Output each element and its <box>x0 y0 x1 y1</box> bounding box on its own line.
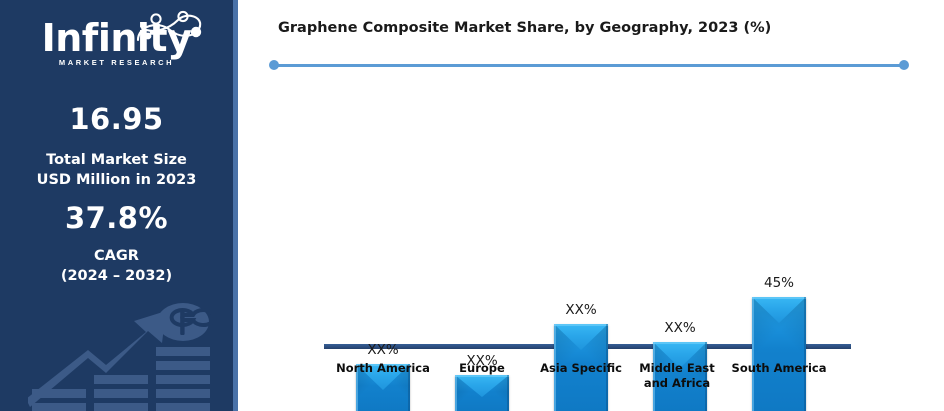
bar-right-edge <box>606 324 608 411</box>
bar-top-facet <box>455 375 509 397</box>
stat-market-size: 16.95 Total Market Size USD Million in 2… <box>0 102 233 190</box>
cagr-value: 37.8% <box>64 201 169 235</box>
bar-group-middle-east-and-africa: XX% <box>653 67 707 411</box>
bar-value-north-america: XX% <box>367 342 399 358</box>
bar-value-south-america: 45% <box>763 275 794 291</box>
bar-top-facet <box>554 324 608 350</box>
bar-value-middle-east-and-africa: XX% <box>664 320 696 336</box>
bar-left-edge <box>356 364 358 411</box>
cagr-period: (2024 – 2032) <box>60 268 173 284</box>
sidebar: Infinity MARKET RESEARCH 16.95 Total Mar… <box>0 0 233 411</box>
bar-top-edge <box>653 342 707 344</box>
rule-dot-left-icon <box>269 60 279 70</box>
growth-arrow-coins-icon <box>28 303 217 411</box>
bar-right-edge <box>408 364 410 411</box>
bar-right-edge <box>507 375 509 411</box>
brand-logo: Infinity MARKET RESEARCH <box>0 10 233 79</box>
bar-group-south-america: 45% <box>752 67 806 411</box>
logo-tagline: MARKET RESEARCH <box>58 58 175 67</box>
bar-left-edge <box>752 297 754 411</box>
market-size-label-line2: USD Million in 2023 <box>36 172 197 188</box>
x-label-middle-east-and-africa: Middle East and Africa <box>639 361 715 390</box>
x-label-south-america: South America <box>731 361 827 375</box>
infinity-loop-icon <box>136 10 202 42</box>
bar-south-america[interactable] <box>752 297 806 411</box>
bar-top-edge <box>554 324 608 326</box>
x-label-asia-specific: Asia Specific <box>540 361 622 375</box>
bar-left-edge <box>653 342 655 411</box>
bar-top-facet <box>752 297 806 323</box>
x-label-north-america: North America <box>336 361 430 375</box>
bar-right-edge <box>804 297 806 411</box>
bar-top-edge <box>752 297 806 299</box>
bar-left-edge <box>554 324 556 411</box>
bar-group-asia-specific: XX% <box>554 67 608 411</box>
bar-top-edge <box>356 364 410 366</box>
bar-group-europe: XX% <box>455 67 509 411</box>
stat-cagr: 37.8% CAGR (2024 – 2032) <box>0 201 233 286</box>
bar-value-europe: XX% <box>466 353 498 369</box>
bar-left-edge <box>455 375 457 411</box>
bar-group-north-america: XX% <box>356 67 410 411</box>
chart-title: Graphene Composite Market Share, by Geog… <box>278 20 772 36</box>
bar-right-edge <box>705 342 707 411</box>
bar-value-asia-specific: XX% <box>565 302 597 318</box>
market-size-value: 16.95 <box>69 102 164 136</box>
chart-panel: Graphene Composite Market Share, by Geog… <box>238 0 944 411</box>
sidebar-divider <box>233 0 238 411</box>
cagr-label: CAGR <box>94 248 139 264</box>
rule-dot-right-icon <box>899 60 909 70</box>
logo-wordmark: Infinity <box>41 16 192 60</box>
bar-asia-specific[interactable] <box>554 324 608 411</box>
rule-line <box>275 64 903 67</box>
x-label-europe: Europe <box>459 361 505 375</box>
title-underline-rule <box>269 60 909 70</box>
bar-top-edge <box>455 375 509 377</box>
bar-north-america[interactable] <box>356 364 410 411</box>
bar-europe[interactable] <box>455 375 509 411</box>
market-size-label-line1: Total Market Size <box>46 152 187 168</box>
bar-chart-plot: XX% XX% XX% <box>238 0 944 411</box>
bar-middle-east-and-africa[interactable] <box>653 342 707 411</box>
